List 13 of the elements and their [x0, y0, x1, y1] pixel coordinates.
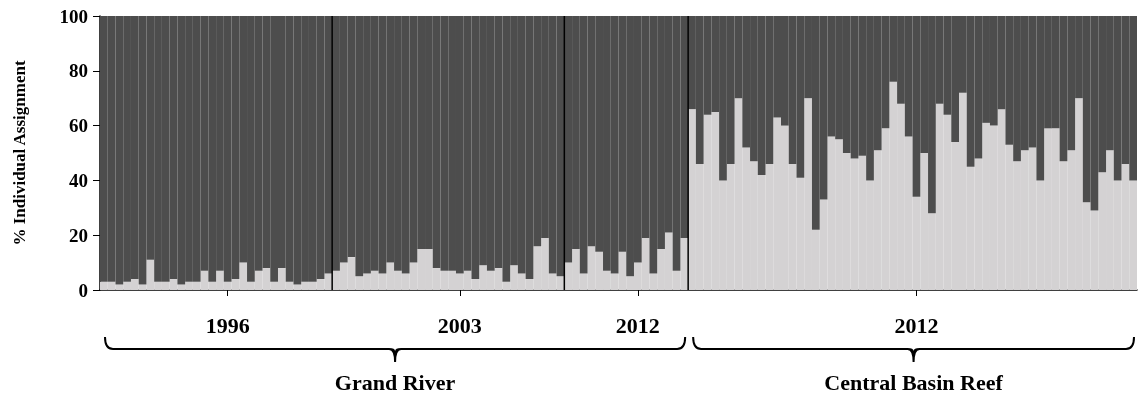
x-tick-label: 1996 — [205, 312, 250, 338]
text: Central Basin Reef — [824, 370, 1003, 396]
y-tick-label: 100 — [59, 5, 88, 27]
x-tick-label: 2003 — [437, 312, 482, 338]
x-tick-label: 2012 — [615, 312, 660, 338]
text: Grand River — [334, 370, 456, 396]
x-tick-label: 2012 — [894, 312, 939, 338]
y-axis-title: % Individual Assignment — [10, 60, 29, 246]
y-tick-label: 60 — [69, 115, 88, 137]
y-tick-label: 0 — [78, 279, 88, 301]
y-tick-label: 40 — [69, 169, 88, 191]
y-tick-label: 80 — [69, 60, 88, 82]
y-tick-label: 20 — [69, 224, 88, 246]
